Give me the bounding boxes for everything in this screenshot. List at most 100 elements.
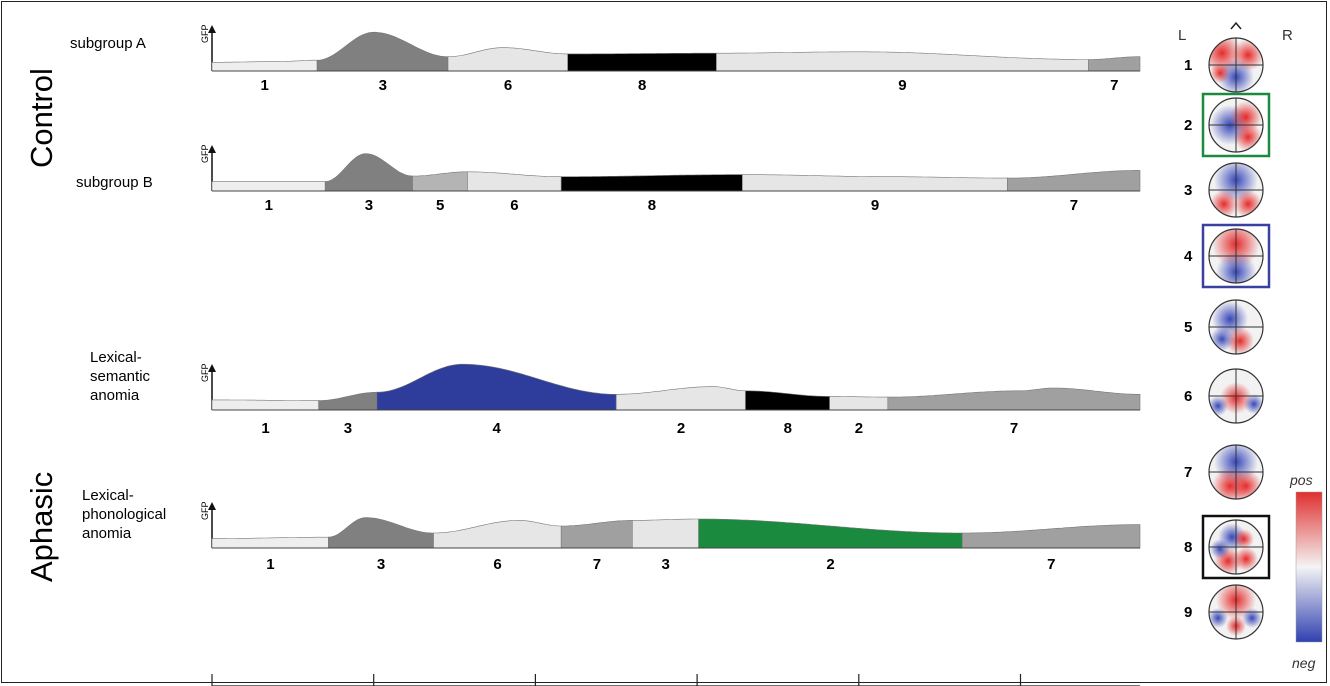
topo-map: 7 — [1184, 444, 1264, 500]
segment-area — [829, 396, 889, 411]
map-label: 5 — [1184, 319, 1192, 336]
map-label: 3 — [1184, 182, 1192, 199]
gfp-row: Lexical-phonological anomia GFP 1 3 6 7 3 2 7 — [82, 487, 1141, 573]
gfp-arrow-icon — [208, 364, 216, 372]
gfp-row: Lexical-semantic anomia GFP 1 3 4 2 8 2 7 — [90, 349, 1141, 437]
segment-label: 1 — [261, 420, 269, 437]
segment-area — [887, 387, 1141, 411]
segment-area — [211, 399, 319, 411]
gfp-row: subgroup B GFP 1 3 5 6 8 9 7 — [76, 144, 1141, 214]
map-left-label: L — [1178, 27, 1186, 44]
segment-area — [318, 391, 378, 411]
map-label: 6 — [1184, 388, 1192, 405]
row-label: subgroup B — [76, 174, 153, 191]
segment-area — [961, 524, 1141, 549]
gfp-label: GFP — [200, 144, 210, 163]
topo-blobs — [1210, 523, 1258, 574]
segment-label: 8 — [638, 77, 646, 94]
gfp-label: GFP — [200, 501, 210, 520]
segment-label: 3 — [379, 77, 387, 94]
time-axis: 0100200300400500 msec — [211, 674, 1140, 686]
segment-area — [698, 518, 963, 549]
map-highlight-box — [1201, 92, 1271, 158]
segment-area — [745, 390, 830, 411]
segment-label: 5 — [436, 197, 444, 214]
segment-area — [567, 52, 717, 72]
map-label: 8 — [1184, 539, 1192, 556]
segment-label: 6 — [504, 77, 512, 94]
map-label: 7 — [1184, 464, 1192, 481]
row-label: Lexical-semantic anomia — [90, 349, 151, 404]
topo-map: 8 — [1184, 514, 1271, 580]
group-label-control: Control — [24, 68, 59, 168]
segment-area — [742, 174, 1008, 192]
segment-label: 9 — [898, 77, 906, 94]
gfp-label: GFP — [200, 363, 210, 382]
gfp-label: GFP — [200, 24, 210, 43]
row-label-line: semantic — [90, 368, 151, 385]
segment-area — [467, 171, 562, 192]
segment-label: 3 — [377, 556, 385, 573]
topo-blob — [1234, 547, 1258, 571]
map-highlight-box — [1201, 223, 1271, 289]
segment-area — [1088, 56, 1141, 72]
topo-map: 1 — [1184, 37, 1264, 93]
topo-map: 5 — [1184, 299, 1264, 355]
row-label-line: subgroup B — [76, 174, 153, 191]
row-label: Lexical-phonological anomia — [82, 487, 166, 542]
topo-blob — [1210, 63, 1230, 83]
segment-label: 7 — [1047, 556, 1055, 573]
map-label: 1 — [1184, 57, 1192, 74]
map-highlight-box — [1201, 514, 1271, 580]
legend-colorbar — [1295, 491, 1323, 643]
topo-blob — [1234, 123, 1262, 151]
gfp-arrow-icon — [208, 145, 216, 153]
gfp-row: subgroup A GFP 1 3 6 8 9 7 — [70, 24, 1141, 94]
segment-area — [560, 174, 743, 192]
gfp-arrow-icon — [208, 502, 216, 510]
row-label-line: Lexical- — [82, 487, 134, 504]
topo-map: 4 — [1184, 223, 1271, 289]
segment-label: 7 — [1070, 197, 1078, 214]
segment-area — [716, 51, 1089, 72]
segment-label: 7 — [1110, 77, 1118, 94]
segment-label: 2 — [677, 420, 685, 437]
segment-label: 1 — [261, 77, 269, 94]
segment-label: 2 — [826, 556, 834, 573]
legend-pos-label: pos — [1289, 472, 1313, 488]
segment-label: 1 — [266, 556, 274, 573]
topo-blobs — [1209, 38, 1263, 92]
topographic-maps: 1 2 3 4 5 6 7 8 9 — [1184, 37, 1271, 640]
segment-area — [211, 59, 318, 72]
segment-area — [211, 181, 326, 192]
row-label-line: Lexical- — [90, 349, 142, 366]
gfp-arrow-icon — [208, 25, 216, 33]
segment-area — [1007, 170, 1141, 192]
segment-area — [412, 171, 468, 192]
segment-label: 7 — [593, 556, 601, 573]
segment-label: 7 — [1010, 420, 1018, 437]
legend-neg-label: neg — [1292, 655, 1316, 671]
row-label-line: phonological — [82, 506, 166, 523]
topo-blob — [1210, 539, 1230, 559]
segment-area — [560, 520, 633, 549]
segment-label: 4 — [493, 420, 502, 437]
segment-label: 2 — [855, 420, 863, 437]
segment-label: 9 — [871, 197, 879, 214]
topo-map: 3 — [1184, 162, 1264, 218]
segment-area — [376, 363, 617, 411]
topo-blob — [1210, 327, 1234, 351]
topo-blob — [1226, 327, 1254, 354]
topo-map: 9 — [1184, 584, 1264, 640]
group-label-aphasic: Aphasic — [24, 472, 59, 582]
segment-label: 6 — [493, 556, 501, 573]
segment-area — [211, 536, 329, 549]
segment-area — [632, 518, 699, 549]
topo-blob — [1244, 394, 1263, 414]
segment-area — [615, 386, 746, 411]
topo-map: 2 — [1184, 92, 1271, 158]
segment-label: 1 — [265, 197, 273, 214]
